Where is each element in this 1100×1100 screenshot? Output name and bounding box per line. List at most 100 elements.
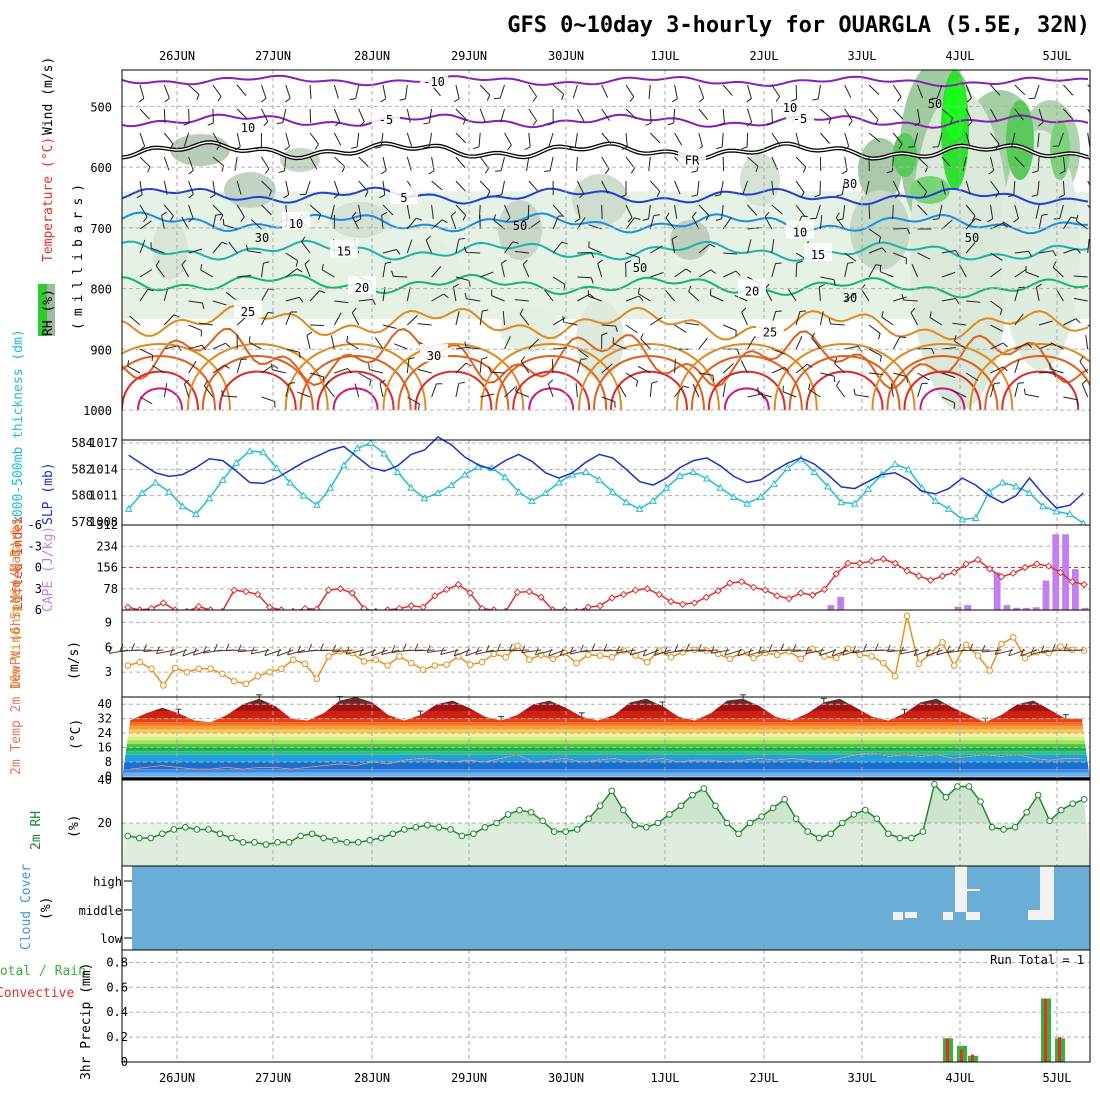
temp-tick: 40: [98, 697, 112, 711]
lifted-index-line-marker: [679, 600, 687, 609]
wind-barb-flag: [161, 211, 167, 216]
precip-convective-bar: [971, 1054, 974, 1062]
contour-label: -5: [379, 113, 393, 127]
rh2m-line-marker: [781, 796, 788, 803]
rh2m-unit: (%): [67, 815, 82, 838]
wind-barb: [674, 84, 678, 99]
thickness-line-marker: [151, 478, 160, 486]
rh-moist-patch: [1006, 100, 1034, 180]
cape-bar: [954, 606, 962, 610]
wind-barb: [990, 366, 1004, 374]
wind-barb: [515, 391, 529, 398]
thickness-tick: 580: [71, 489, 93, 503]
wind-barb: [351, 312, 360, 326]
wind-barb: [674, 324, 687, 334]
wind-barb: [261, 84, 267, 99]
rh2m-line-marker: [1011, 824, 1019, 831]
lifted-index-line-marker: [1021, 563, 1029, 572]
wind-speed-line-marker: [171, 664, 179, 672]
wind-barb: [835, 385, 846, 398]
wind-barb: [893, 252, 907, 259]
wind-barb-flag: [333, 193, 340, 199]
wind-barb: [394, 343, 408, 350]
thickness-line-marker: [568, 470, 577, 478]
wind10-barb: [926, 649, 943, 657]
wind-barb: [139, 239, 146, 254]
wind-barb: [382, 324, 397, 330]
wind-tick: 9: [105, 615, 112, 629]
wind10-barb-flag: [508, 643, 513, 652]
wind-barb-flag: [390, 270, 394, 277]
contour-label-bg: [420, 69, 448, 88]
thickness-line-marker: [837, 498, 846, 506]
thickness-line-marker: [259, 448, 268, 456]
thickness-line-marker: [918, 483, 926, 491]
rh-contour-label: 30: [843, 291, 857, 305]
wind-barb-flag: [1098, 333, 1099, 339]
wind-barb: [597, 263, 603, 278]
lifted-index-line-marker: [962, 560, 970, 568]
wind-barb: [504, 387, 516, 398]
thickness-tick: 578: [71, 515, 93, 529]
wind-barb: [698, 372, 713, 376]
wind-barb: [261, 288, 269, 302]
thickness-line-marker: [958, 515, 967, 523]
lifted-index-line-marker: [785, 594, 793, 603]
li-tick: 6: [35, 603, 42, 617]
thickness-line-marker: [729, 492, 738, 500]
wind-barb: [941, 108, 953, 119]
rh-blob: [398, 240, 462, 320]
rh2m-line-marker: [435, 824, 443, 831]
wind-speed-line-marker: [986, 667, 993, 674]
rh2m-line-marker: [1069, 800, 1077, 807]
wind-barb-flag: [1028, 251, 1032, 257]
wind-barb: [333, 312, 342, 326]
wind-barb-flag: [656, 191, 661, 197]
wind-barb-flag: [914, 122, 921, 127]
thickness-slp-panel: 584 582 580 578 1017 1014 1011 1008: [71, 435, 1091, 529]
wind-barb: [1037, 132, 1040, 147]
thickness-line-marker: [810, 467, 819, 475]
lifted-index-line-marker: [938, 572, 947, 580]
wind-barb-flag: [667, 122, 674, 126]
rh2m-line-marker: [239, 839, 247, 846]
wind10-barb: [225, 649, 246, 652]
wind-barb: [455, 362, 467, 374]
wind-barb: [139, 269, 153, 278]
lifted-index-line-marker: [1080, 580, 1088, 589]
slp-tick: 1011: [89, 489, 118, 503]
wind-barb-flag: [255, 146, 262, 150]
rh2m-line-marker: [804, 828, 811, 835]
wind-barb: [455, 156, 466, 168]
wind-barb: [674, 358, 676, 374]
wind-barb-flag: [381, 211, 388, 216]
wind-barb: [406, 156, 412, 171]
wind-barb: [601, 108, 610, 121]
wind10-barb-flag: [308, 643, 313, 652]
wind10-barb-flag: [155, 646, 160, 654]
contour-label: 15: [337, 245, 351, 259]
wind10-barb-flag: [521, 645, 526, 653]
wind-barb-flag: [1027, 342, 1033, 348]
dewpoint-line: [130, 752, 1082, 770]
wind-barb: [577, 251, 592, 254]
rh-contour-label: 30: [255, 231, 269, 245]
wind-barb: [480, 271, 494, 278]
wind-barb: [431, 180, 443, 191]
wind-barb-flag: [999, 309, 1003, 316]
wind-barb: [129, 315, 141, 326]
thickness-line-marker: [985, 487, 994, 495]
upper-pressure-ticks: 500 600 700 800 900 1000: [83, 100, 112, 418]
wind10-barb-flag: [485, 644, 490, 653]
wind-barb: [795, 132, 800, 147]
rh-blob: [572, 174, 628, 226]
wind-barb: [588, 247, 602, 254]
top-date-label: 27JUN: [255, 49, 291, 63]
wind-speed-line-marker: [797, 655, 805, 663]
wind-barb: [734, 294, 748, 302]
wind10-barb: [320, 649, 341, 652]
temp-band: [122, 718, 1090, 723]
wind-barb-flag: [950, 117, 954, 124]
lifted-index-line-marker: [159, 599, 168, 607]
